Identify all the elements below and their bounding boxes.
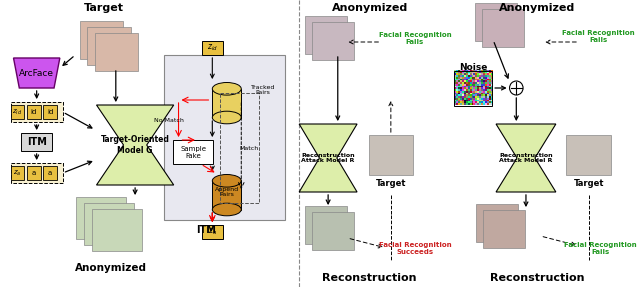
Text: Target-Oriented
Model G: Target-Oriented Model G — [100, 135, 170, 155]
Bar — [220, 93, 259, 203]
Text: Facial Recognition
Succeeds: Facial Recognition Succeeds — [379, 241, 451, 255]
Text: Anonymized: Anonymized — [499, 3, 575, 13]
Text: Append
Pairs: Append Pairs — [215, 187, 239, 197]
Text: Facial Recognition
Fails: Facial Recognition Fails — [562, 30, 635, 42]
Bar — [76, 197, 127, 239]
Bar — [11, 163, 63, 183]
Text: $z_{id}$: $z_{id}$ — [207, 43, 218, 53]
Ellipse shape — [212, 174, 241, 187]
Text: Anonymized: Anonymized — [75, 263, 147, 273]
Text: a: a — [48, 170, 52, 176]
Text: Match: Match — [239, 146, 259, 150]
Text: id: id — [31, 109, 37, 115]
Bar — [92, 209, 142, 251]
Text: No Match: No Match — [154, 117, 184, 123]
Text: Target: Target — [376, 179, 406, 187]
Text: $z_{id}$: $z_{id}$ — [12, 107, 22, 117]
Bar — [454, 71, 492, 106]
Bar — [11, 166, 24, 180]
Text: ITM: ITM — [196, 225, 216, 235]
Bar — [212, 89, 241, 117]
Polygon shape — [299, 124, 357, 192]
Bar — [476, 204, 518, 242]
Bar — [87, 27, 131, 65]
Text: ArcFace: ArcFace — [19, 69, 54, 77]
Text: Tracked
Pairs: Tracked Pairs — [251, 85, 275, 95]
Text: Sample
Fake: Sample Fake — [180, 146, 206, 158]
Bar — [369, 135, 413, 175]
Bar — [11, 105, 24, 119]
Bar — [27, 166, 40, 180]
Bar — [84, 203, 134, 245]
Ellipse shape — [212, 203, 241, 216]
Polygon shape — [97, 105, 173, 185]
Bar — [483, 210, 525, 248]
Bar — [202, 41, 223, 55]
Bar — [212, 181, 241, 210]
Text: Noise: Noise — [459, 63, 487, 73]
Bar — [11, 102, 63, 122]
Bar — [95, 33, 138, 71]
Text: Facial Recognition
Fails: Facial Recognition Fails — [564, 241, 637, 255]
Text: id: id — [47, 109, 53, 115]
Polygon shape — [13, 58, 60, 88]
Text: $z_a$: $z_a$ — [208, 227, 217, 237]
Bar — [566, 135, 611, 175]
Bar — [305, 206, 348, 244]
Text: Reconstruction: Reconstruction — [323, 273, 417, 283]
Text: $z_a$: $z_a$ — [13, 168, 22, 178]
Bar — [164, 55, 285, 220]
Text: Reconstruction
Attack Model R: Reconstruction Attack Model R — [499, 153, 553, 163]
Bar — [305, 16, 348, 54]
Bar — [312, 22, 354, 60]
Bar — [44, 166, 57, 180]
Ellipse shape — [212, 82, 241, 95]
Text: Anonymized: Anonymized — [332, 3, 408, 13]
Polygon shape — [496, 124, 556, 192]
Text: Reconstruction
Attack Model R: Reconstruction Attack Model R — [301, 153, 355, 163]
Bar — [79, 21, 123, 59]
Bar — [173, 140, 213, 164]
Bar — [27, 105, 40, 119]
Bar — [312, 212, 354, 250]
Ellipse shape — [212, 111, 241, 124]
Text: Reconstruction: Reconstruction — [490, 273, 585, 283]
Text: a: a — [31, 170, 36, 176]
Bar — [44, 105, 57, 119]
Text: Target: Target — [573, 179, 604, 187]
Text: Target: Target — [84, 3, 124, 13]
Circle shape — [509, 81, 523, 95]
Bar — [481, 9, 524, 47]
Bar — [21, 133, 52, 151]
Text: Facial Recognition
Fails: Facial Recognition Fails — [379, 32, 451, 44]
Bar — [202, 225, 223, 239]
Text: ITM: ITM — [27, 137, 47, 147]
Bar — [475, 3, 517, 41]
